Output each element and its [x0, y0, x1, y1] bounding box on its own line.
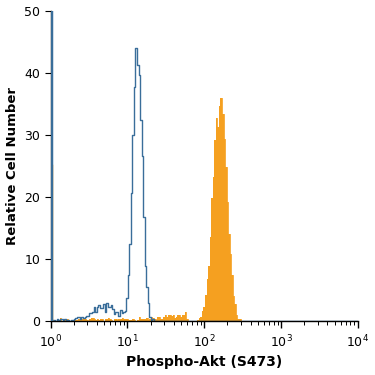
X-axis label: Phospho-Akt (S473): Phospho-Akt (S473) [126, 356, 282, 369]
Y-axis label: Relative Cell Number: Relative Cell Number [6, 87, 18, 245]
